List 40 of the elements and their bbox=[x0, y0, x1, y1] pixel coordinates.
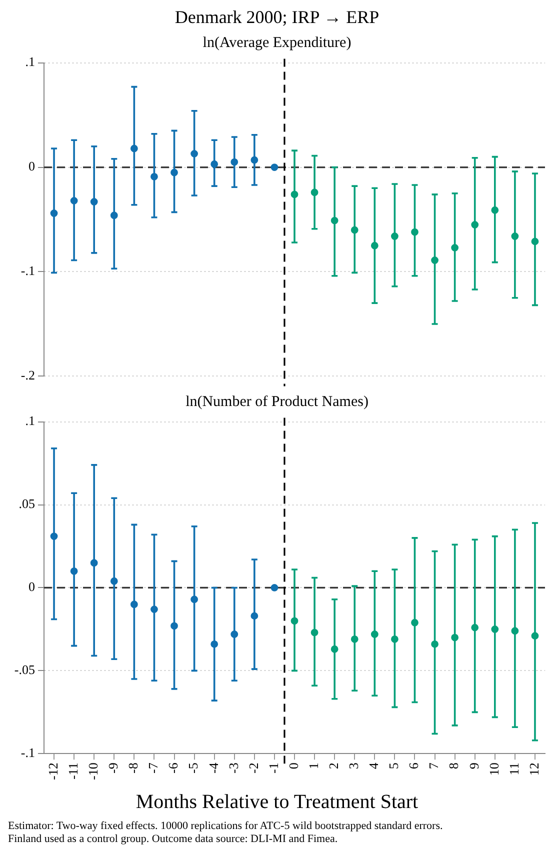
x-tick-label: 3 bbox=[346, 762, 362, 770]
x-tick-label: 8 bbox=[446, 762, 462, 770]
x-tick-label: 4 bbox=[366, 762, 382, 770]
text: Finland used as a control group. Outcome data source: DLI-MI and Fimea. bbox=[8, 833, 339, 846]
x-tick-label: 1 bbox=[306, 762, 321, 770]
y-tick-label: .05 bbox=[18, 496, 35, 512]
x-tick-label: -6 bbox=[166, 762, 181, 774]
y-tick-label: -.2 bbox=[20, 368, 35, 383]
x-tick-label: -12 bbox=[45, 762, 60, 780]
x-tick-label: 6 bbox=[406, 762, 422, 770]
x-tick-label: -3 bbox=[226, 762, 241, 774]
chart-title: Denmark 2000; IRP → ERP bbox=[174, 6, 380, 28]
x-tick-label: 12 bbox=[526, 762, 542, 776]
y-tick-label: 0 bbox=[28, 158, 35, 174]
x-tick-label: -10 bbox=[86, 762, 101, 780]
x-axis-title: Months Relative to Treatment Start bbox=[134, 791, 420, 814]
chart-subtitle: ln(Average Expenditure) bbox=[202, 34, 352, 52]
x-tick-label: 9 bbox=[466, 762, 482, 770]
chart-subtitle: ln(Number of Product Names) bbox=[184, 393, 370, 411]
x-tick-label: 2 bbox=[326, 762, 341, 770]
y-tick-label: 0 bbox=[28, 579, 35, 594]
x-tick-label: 7 bbox=[426, 762, 442, 770]
x-tick-label: -2 bbox=[246, 762, 261, 774]
x-tick-label: -5 bbox=[186, 762, 201, 774]
x-tick-label: -4 bbox=[206, 762, 221, 774]
x-tick-label: 5 bbox=[386, 762, 402, 770]
y-tick-label: .1 bbox=[25, 413, 35, 428]
x-tick-label: -9 bbox=[106, 762, 121, 774]
text: Estimator: Two-way fixed effects. 10000 replications for ATC-5 wild bootstrapped standard errors. bbox=[8, 820, 444, 833]
y-tick-label: -.1 bbox=[20, 745, 35, 760]
x-tick-label: -11 bbox=[65, 762, 80, 780]
x-tick-label: 10 bbox=[486, 762, 502, 776]
y-tick-label: .1 bbox=[25, 54, 35, 70]
x-tick-label: -8 bbox=[126, 762, 141, 774]
x-tick-label: 0 bbox=[286, 762, 301, 770]
x-tick-label: 11 bbox=[506, 762, 522, 776]
x-tick-label: -1 bbox=[266, 762, 281, 774]
y-tick-label: -.05 bbox=[14, 662, 35, 678]
x-tick-label: -7 bbox=[146, 762, 161, 774]
y-tick-label: -.1 bbox=[20, 263, 35, 278]
